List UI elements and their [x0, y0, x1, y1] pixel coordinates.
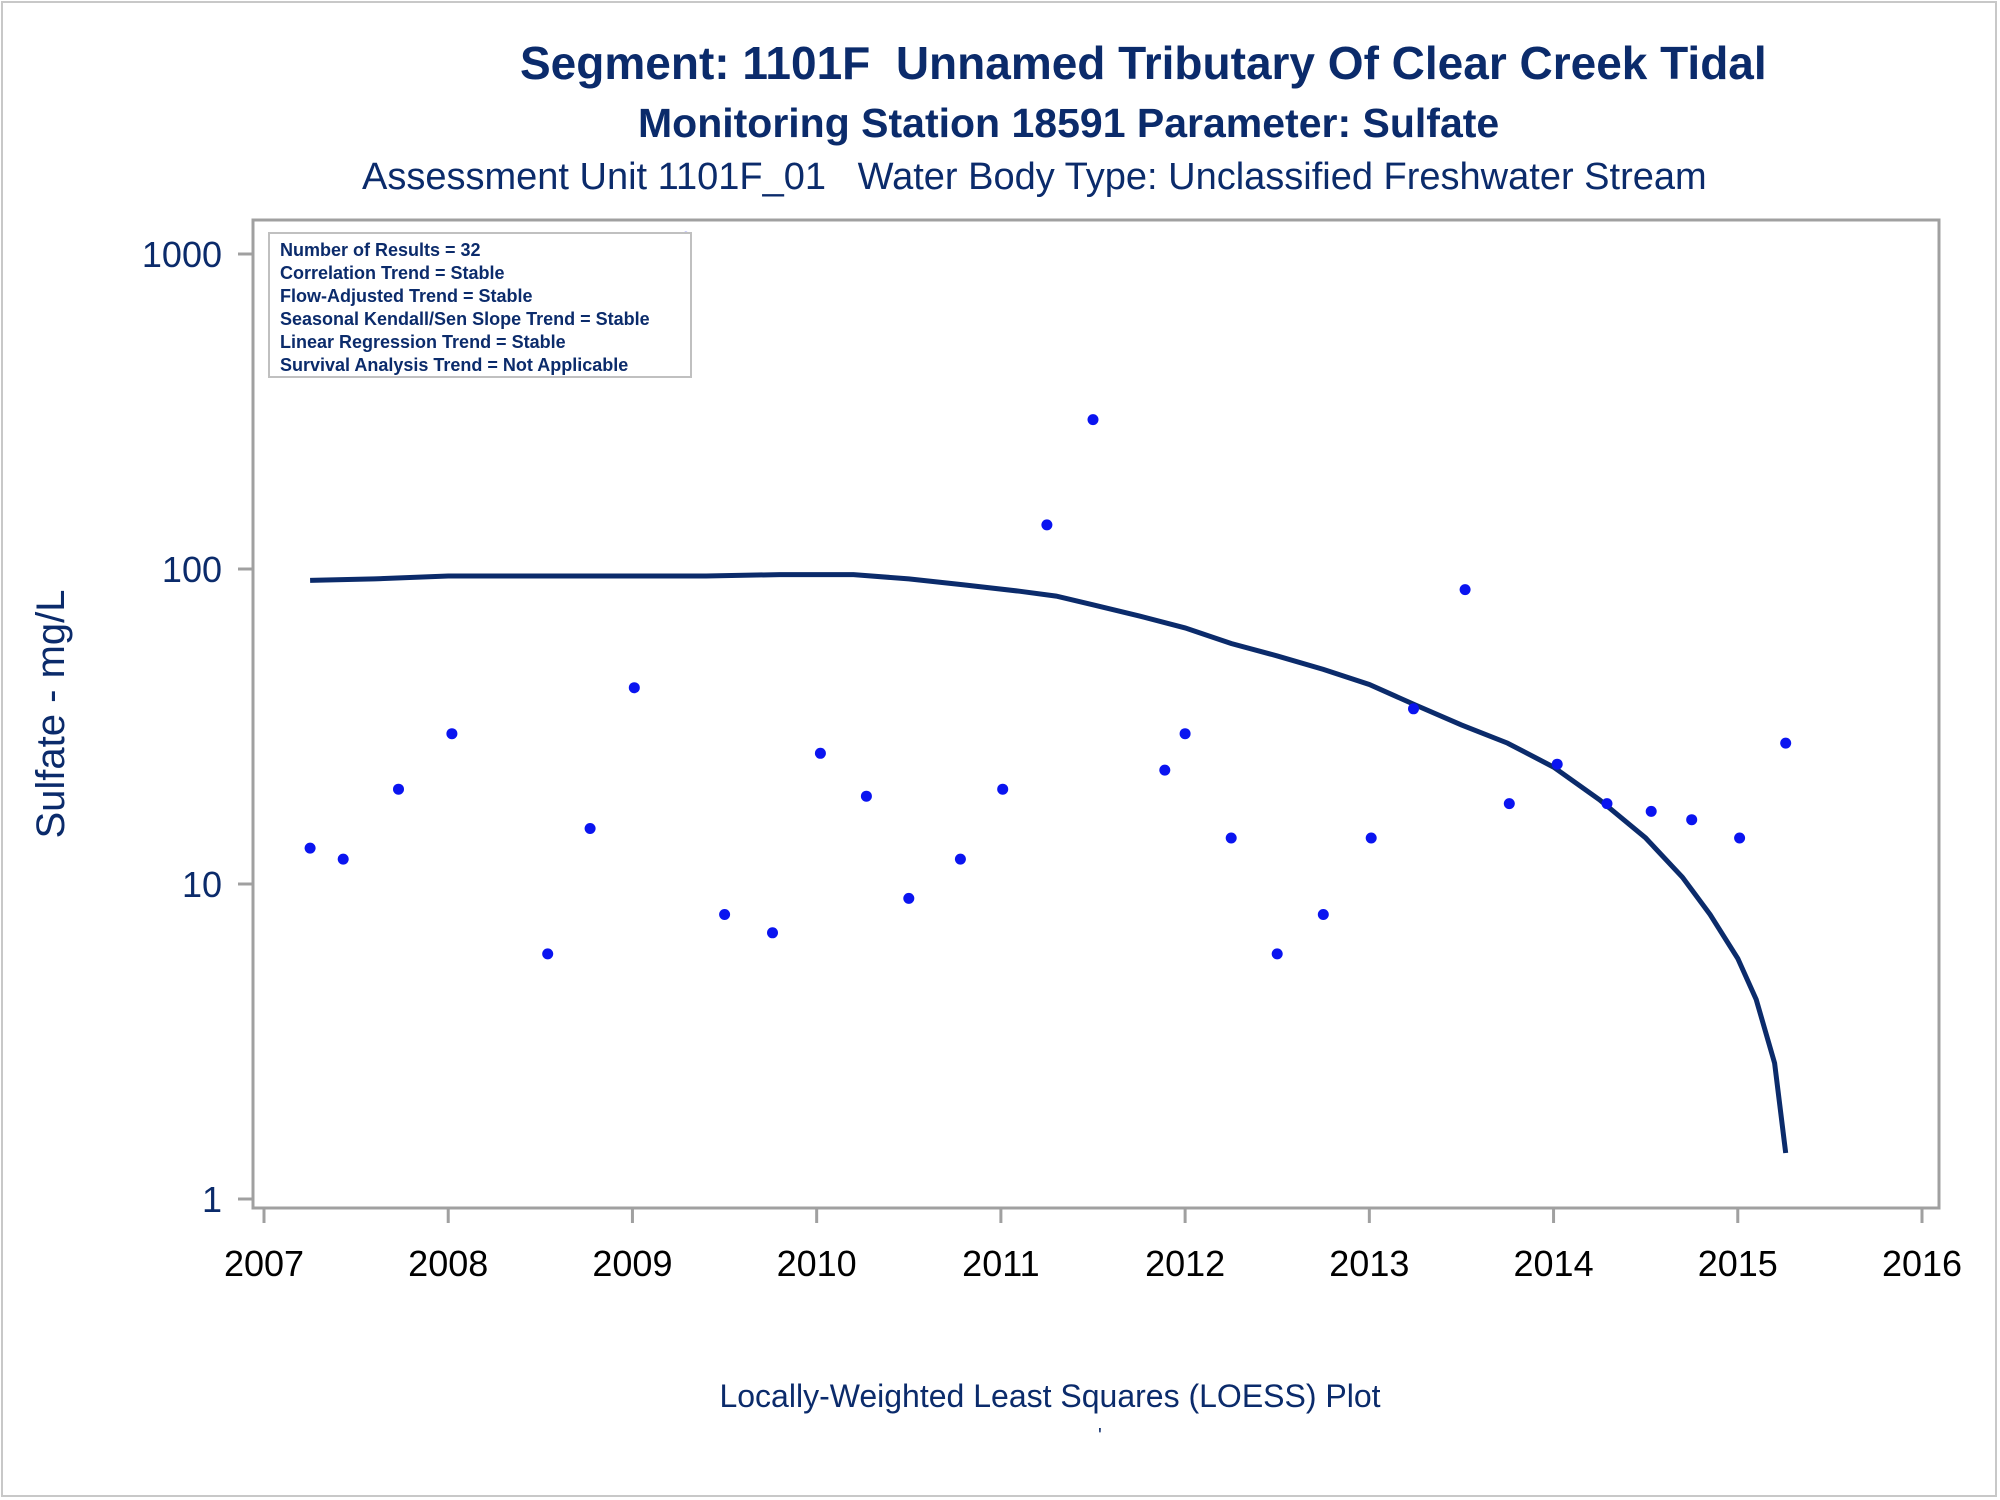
x-axis: 2007 2008 2009 2010 2011 2012 2013 2014 2015 2016 [224, 1208, 1962, 1284]
data-point [1601, 798, 1613, 810]
footnote-mark: ' [1098, 1425, 1102, 1447]
data-point [1734, 832, 1746, 844]
legend-line: Correlation Trend = Stable [280, 263, 505, 283]
x-tick-label: 2013 [1329, 1243, 1409, 1284]
loess-curve [310, 572, 1789, 1154]
data-point [1645, 805, 1657, 817]
legend-box-border [268, 232, 692, 378]
data-point [1459, 584, 1471, 596]
y-axis: 1 10 100 1000 [142, 234, 253, 1220]
data-point [903, 892, 915, 904]
legend-line: Seasonal Kendall/Sen Slope Trend = Stabl… [280, 309, 650, 329]
data-point [393, 783, 404, 795]
data-point [1159, 764, 1171, 776]
data-point [1225, 832, 1237, 844]
data-point [1551, 758, 1563, 770]
chart-subtitle: Monitoring Station 18591 Parameter: Sulf… [638, 100, 1500, 146]
x-tick-label: 2010 [777, 1243, 857, 1284]
legend-line: Number of Results = 32 [280, 240, 481, 260]
data-point [767, 927, 778, 939]
footnote: Locally-Weighted Least Squares (LOESS) P… [719, 1378, 1381, 1414]
y-axis-label: Sulfate - mg/L [29, 589, 73, 838]
data-point [814, 747, 826, 759]
data-point [584, 823, 596, 834]
x-tick-label: 2009 [592, 1243, 672, 1284]
data-point [337, 853, 349, 865]
y-tick-label: 10 [182, 864, 222, 905]
trend-legend-box: Number of Results = 32 Correlation Trend … [268, 232, 692, 378]
legend-line: Flow-Adjusted Trend = Stable [280, 286, 533, 306]
chart-subtitle-secondary: Assessment Unit 1101F_01 Water Body Type… [362, 156, 1707, 198]
data-point [1087, 414, 1099, 426]
data-point [1503, 798, 1515, 810]
plot-area [251, 218, 1941, 1210]
y-tick-label: 1 [202, 1179, 222, 1220]
data-point [1780, 737, 1792, 749]
x-tick-label: 2014 [1514, 1243, 1594, 1284]
data-point [446, 728, 458, 740]
x-tick-label: 2008 [408, 1243, 488, 1284]
y-tick-label: 1000 [142, 234, 222, 275]
data-point [1365, 832, 1377, 844]
data-point [542, 948, 554, 960]
legend-line: Linear Regression Trend = Stable [280, 332, 566, 352]
legend-line: Survival Analysis Trend = Not Applicable [280, 355, 628, 375]
data-point [1686, 814, 1698, 826]
chart-title: Segment: 1101F Unnamed Tributary Of Clea… [520, 37, 1767, 89]
x-tick-label: 2012 [1145, 1243, 1225, 1284]
data-point [997, 783, 1009, 795]
x-tick-label: 2011 [962, 1243, 1039, 1284]
data-point [628, 682, 640, 694]
data-point [1179, 728, 1191, 740]
data-point [954, 853, 966, 865]
data-point [1041, 519, 1053, 531]
data-point [860, 790, 872, 802]
data-point [1317, 909, 1329, 920]
data-point [1408, 703, 1419, 715]
data-point [719, 909, 731, 920]
data-point [1271, 948, 1283, 960]
data-point [304, 842, 316, 854]
x-tick-label: 2016 [1882, 1243, 1962, 1284]
x-tick-label: 2015 [1698, 1243, 1778, 1284]
y-tick-label: 100 [162, 549, 222, 590]
x-tick-label: 2007 [224, 1243, 304, 1284]
